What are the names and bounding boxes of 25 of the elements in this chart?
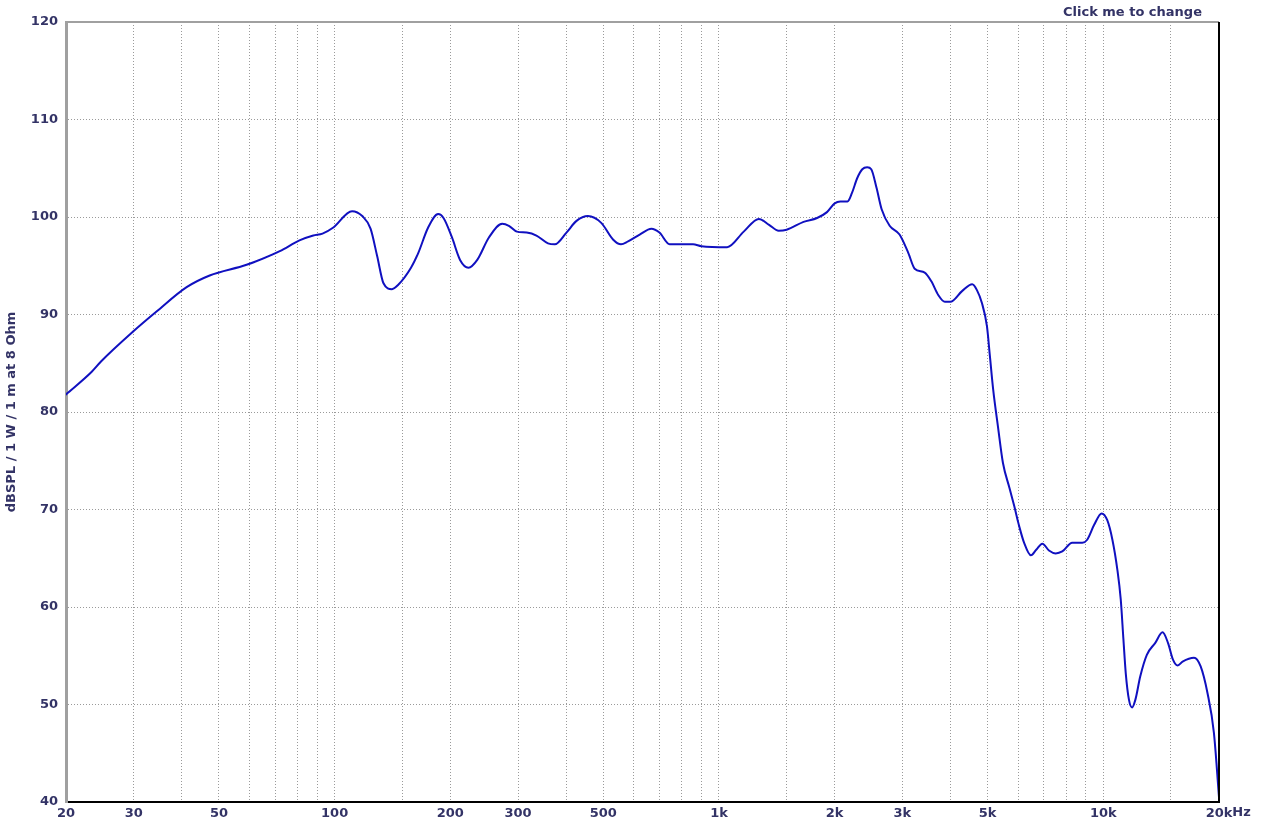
x-tick-label: 30	[124, 805, 143, 821]
x-tick-label: 300	[504, 805, 532, 821]
x-tick-label: 10k	[1089, 805, 1118, 821]
y-tick-label: 110	[30, 110, 58, 126]
y-tick-label: 100	[30, 208, 58, 224]
y-tick-label: 80	[39, 403, 58, 419]
x-tick-label: 1k	[710, 805, 729, 821]
x-tick-label: 500	[589, 805, 617, 821]
x-tick-label: 3k	[893, 805, 912, 821]
x-tick-label: 100	[321, 805, 349, 821]
y-tick-label: 120	[30, 13, 58, 29]
x-tick-label: 5k	[978, 805, 997, 821]
text: Click me to change	[1062, 4, 1202, 19]
x-tick-label: 20	[56, 805, 76, 821]
y-tick-label: 70	[39, 500, 58, 516]
y-tick-label: 90	[39, 305, 58, 321]
y-axis-title: dBSPL / 1 W / 1 m at 8 Ohm	[3, 311, 19, 513]
y-tick-label: 60	[39, 598, 58, 614]
x-axis-title: Hz	[1232, 803, 1251, 819]
x-tick-label: 50	[209, 805, 228, 821]
x-tick-label: 20k	[1205, 805, 1233, 821]
y-tick-label: 40	[39, 793, 58, 809]
x-tick-label: 200	[436, 805, 464, 821]
x-tick-label: 2k	[825, 805, 844, 821]
y-tick-label: 50	[39, 695, 58, 711]
